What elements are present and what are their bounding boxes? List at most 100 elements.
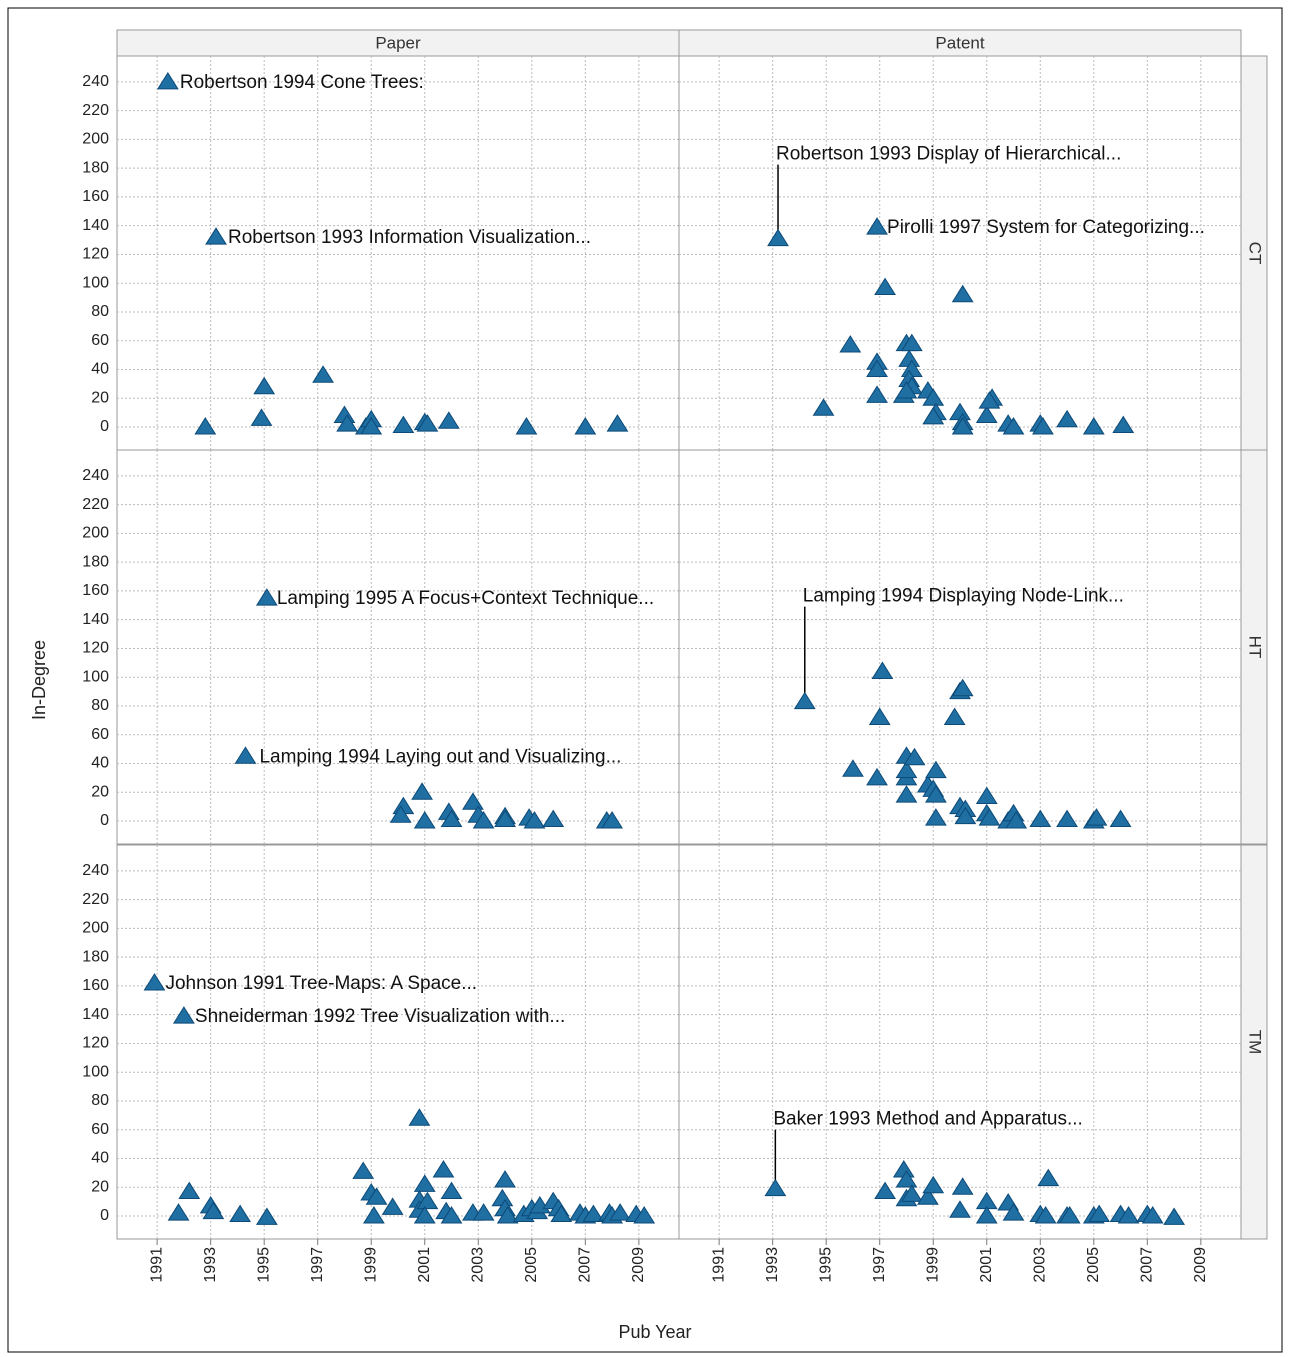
point xyxy=(866,359,888,377)
annotation: Lamping 1994 Laying out and Visualizing.… xyxy=(259,746,621,767)
point xyxy=(951,284,974,303)
point xyxy=(1141,1206,1164,1224)
point xyxy=(1034,1206,1057,1224)
annotated-point xyxy=(767,228,789,247)
y-tick-label: 20 xyxy=(91,783,109,800)
y-tick-label: 20 xyxy=(91,389,109,406)
y-tick-label: 240 xyxy=(82,862,109,879)
point xyxy=(363,1206,385,1224)
point xyxy=(472,1203,495,1221)
point xyxy=(416,414,439,432)
point xyxy=(842,759,864,777)
y-tick-label: 160 xyxy=(82,188,109,205)
annotated-point xyxy=(156,71,179,90)
point xyxy=(922,1175,945,1194)
point xyxy=(437,411,460,429)
point xyxy=(494,1170,516,1188)
y-tick-label: 100 xyxy=(82,274,109,291)
point xyxy=(871,661,894,679)
annotated-point xyxy=(234,746,257,764)
y-tick-label: 160 xyxy=(82,977,109,994)
y-tick-label: 40 xyxy=(91,361,109,378)
point xyxy=(978,808,1001,826)
y-tick-label: 20 xyxy=(91,1178,109,1195)
point xyxy=(633,1206,656,1224)
point xyxy=(336,414,359,432)
y-tick-label: 60 xyxy=(91,332,109,349)
point xyxy=(250,408,273,426)
row-strip xyxy=(1240,55,1268,451)
point xyxy=(352,1161,375,1179)
point xyxy=(440,1181,463,1200)
row-label: TM xyxy=(1246,1030,1265,1055)
point xyxy=(462,792,484,810)
point xyxy=(606,414,629,432)
y-tick-label: 80 xyxy=(91,697,109,714)
point xyxy=(925,760,947,779)
y-tick-label: 180 xyxy=(82,948,109,965)
panel xyxy=(678,844,1242,1240)
point xyxy=(1056,409,1078,428)
x-tick-label: 1999 xyxy=(924,1247,941,1283)
point xyxy=(1005,811,1028,829)
x-tick-label: 2001 xyxy=(416,1247,433,1283)
point xyxy=(925,785,947,803)
x-tick-label: 2001 xyxy=(978,1247,995,1283)
annotation: Robertson 1993 Display of Hierarchical..… xyxy=(776,144,1121,165)
point xyxy=(925,808,947,826)
point xyxy=(922,406,945,425)
panel xyxy=(678,55,1242,451)
y-tick-label: 140 xyxy=(82,1006,109,1023)
point xyxy=(550,1204,573,1223)
point xyxy=(178,1181,201,1200)
y-tick-label: 140 xyxy=(82,217,109,234)
annotation: Lamping 1995 A Focus+Context Technique..… xyxy=(277,588,654,609)
point xyxy=(1088,1204,1111,1223)
x-tick-label: 1997 xyxy=(871,1247,888,1283)
x-tick-label: 1995 xyxy=(255,1247,272,1283)
point xyxy=(951,678,974,697)
point xyxy=(975,786,998,805)
point xyxy=(253,376,276,395)
point xyxy=(951,417,974,435)
point xyxy=(255,1207,278,1225)
point xyxy=(542,809,565,828)
point xyxy=(978,391,1001,409)
y-tick-label: 120 xyxy=(82,640,109,657)
point xyxy=(194,417,217,435)
point xyxy=(900,333,923,352)
point xyxy=(895,1170,918,1188)
point xyxy=(1109,809,1132,828)
annotated-point xyxy=(866,217,888,235)
annotation: Robertson 1994 Cone Trees: xyxy=(180,72,424,93)
point xyxy=(895,760,918,779)
point xyxy=(839,335,862,353)
point xyxy=(601,811,623,829)
point xyxy=(432,1160,455,1178)
y-tick-label: 40 xyxy=(91,755,109,772)
annotation: Johnson 1991 Tree-Maps: A Space... xyxy=(165,973,477,994)
point xyxy=(866,385,888,403)
point xyxy=(903,747,926,766)
x-axis-label: Pub Year xyxy=(618,1322,691,1342)
y-axis-label: In-Degree xyxy=(29,640,49,720)
point xyxy=(413,811,436,829)
point xyxy=(900,1184,923,1202)
y-tick-label: 160 xyxy=(82,582,109,599)
point xyxy=(895,785,918,803)
point xyxy=(975,1206,998,1224)
point xyxy=(413,1174,436,1192)
point xyxy=(1117,1206,1140,1224)
point xyxy=(360,417,383,435)
x-tick-label: 2009 xyxy=(630,1247,647,1283)
point xyxy=(954,806,977,825)
point xyxy=(472,811,495,829)
y-tick-label: 200 xyxy=(82,525,109,542)
panel xyxy=(116,55,680,451)
point xyxy=(866,767,888,786)
x-tick-label: 1999 xyxy=(362,1247,379,1283)
annotated-point xyxy=(764,1178,787,1197)
y-tick-label: 220 xyxy=(82,891,109,908)
point xyxy=(413,1206,436,1224)
